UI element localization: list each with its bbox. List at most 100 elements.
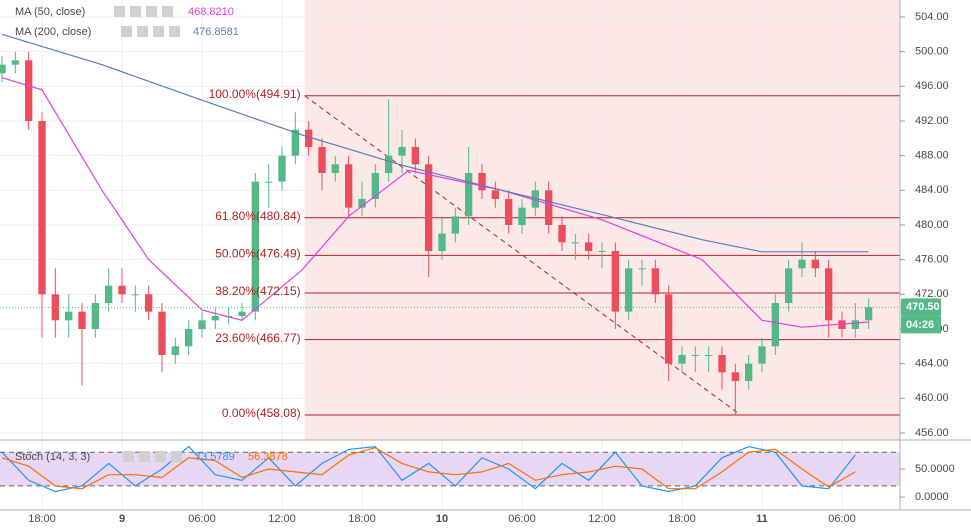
candle-body (118, 285, 126, 295)
candle-body (265, 181, 273, 183)
candle-body (78, 311, 86, 329)
candle-body (611, 250, 619, 312)
y-tick-label: 460.00 (915, 392, 949, 404)
candle-body (438, 233, 446, 251)
x-tick-label: 11 (756, 513, 768, 525)
candle-body (651, 268, 659, 295)
candle-body (411, 146, 419, 165)
x-tick-label: 10 (436, 513, 448, 525)
fib-label: 38.20%(472.15) (215, 284, 300, 298)
x-tick-label: 12:00 (588, 513, 616, 525)
countdown-label: 04:26 (906, 319, 934, 331)
candle-body (771, 302, 779, 347)
candle-body (251, 181, 259, 312)
candle-body (105, 285, 113, 303)
candle-body (678, 354, 686, 364)
candle-body (185, 328, 193, 347)
candle-body (38, 120, 46, 295)
ma-line (1, 77, 869, 328)
candle-body (451, 216, 459, 234)
x-tick-label: 18:00 (28, 513, 56, 525)
candle-body (425, 164, 433, 251)
x-tick-label: 12:00 (268, 513, 296, 525)
candle-body (278, 155, 286, 182)
stoch-y-tick-label: 0.0000 (915, 491, 949, 503)
candle-body (198, 320, 206, 329)
stoch-d-value: 56.3878 (248, 451, 288, 463)
candle-body (465, 172, 473, 217)
candle-body (585, 242, 593, 251)
main-layer (0, 33, 900, 493)
candle-body (505, 198, 513, 225)
candle-body (811, 259, 819, 269)
candle-body (638, 268, 646, 270)
y-tick-label: 484.00 (915, 184, 949, 196)
candle-body (291, 129, 299, 156)
candle-body (211, 315, 219, 321)
fib-label: 23.60%(466.77) (215, 331, 300, 345)
candle-body (25, 60, 33, 121)
y-tick-label: 480.00 (915, 219, 949, 231)
x-tick-label: 06:00 (188, 513, 216, 525)
candle-body (0, 64, 6, 74)
countdown-box (901, 316, 941, 334)
legend-icons (114, 6, 182, 462)
candle-body (705, 354, 713, 356)
candle-body (51, 294, 59, 321)
x-tick-label: 06:00 (828, 513, 856, 525)
stoch-k-value: 73.5789 (195, 451, 235, 463)
y-tick-label: 500.00 (915, 46, 949, 58)
candle-body (158, 311, 166, 355)
candle-body (625, 268, 633, 312)
candle-body (305, 129, 313, 147)
candle-body (371, 172, 379, 199)
candle-body (825, 268, 833, 321)
candle-body (518, 207, 526, 225)
candle-body (171, 346, 179, 355)
stoch-title: Stoch (14, 3, 3) (15, 451, 90, 463)
candle-body (345, 164, 353, 208)
candle-body (131, 294, 139, 296)
candle-body (798, 259, 806, 269)
candle-body (545, 190, 553, 225)
y-tick-label: 456.00 (915, 427, 949, 439)
fib-label: 61.80%(480.84) (215, 209, 300, 223)
candle-body (691, 354, 699, 356)
legend-ma50: MA (50, close) (15, 6, 85, 18)
y-tick-label: 492.00 (915, 115, 949, 127)
y-tick-label: 488.00 (915, 150, 949, 162)
candle-body (745, 363, 753, 381)
y-tick-label: 504.00 (915, 11, 949, 23)
candle-body (851, 320, 859, 329)
candle-body (65, 311, 73, 321)
x-tick-label: 18:00 (668, 513, 696, 525)
candle-body (238, 311, 246, 316)
last-price-label: 470.50 (906, 301, 940, 313)
candle-body (785, 268, 793, 303)
legend-ma200-value: 476.8581 (193, 26, 239, 38)
x-tick-label: 18:00 (348, 513, 376, 525)
stoch-line (1, 447, 856, 490)
overlay-layer: MA (50, close) 468.8210 MA (200, close) … (15, 6, 955, 525)
candle-body (478, 172, 486, 191)
candle-body (11, 60, 19, 65)
y-tick-label: 496.00 (915, 80, 949, 92)
fib-label: 50.00%(476.49) (215, 247, 300, 261)
last-price-box (901, 298, 941, 317)
legend-ma200: MA (200, close) (15, 26, 91, 38)
candle-body (665, 294, 673, 364)
x-tick-label: 06:00 (508, 513, 536, 525)
ma-line (1, 33, 869, 253)
y-tick-label: 464.00 (915, 358, 949, 370)
fib-label: 0.00%(458.08) (222, 406, 301, 420)
candle-body (558, 224, 566, 243)
candle-body (571, 242, 579, 244)
candle-body (731, 372, 739, 381)
stoch-y-tick-label: 50.0000 (915, 463, 955, 475)
candle-body (385, 155, 393, 173)
candle-body (758, 346, 766, 364)
stoch-line (1, 445, 856, 493)
fib-label: 100.00%(494.91) (209, 87, 301, 101)
